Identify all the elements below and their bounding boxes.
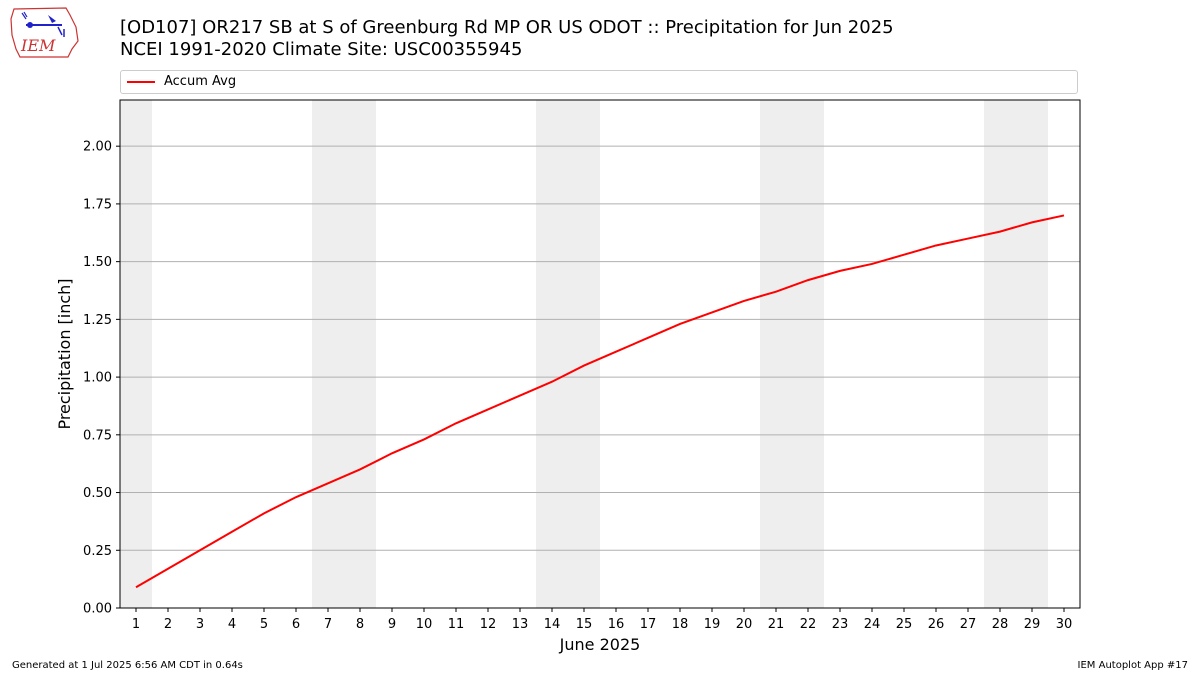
legend: Accum Avg (120, 70, 1078, 94)
app-id: IEM Autoplot App #17 (1077, 660, 1188, 671)
weekend-bands (120, 100, 1048, 608)
x-tick-label: 6 (292, 617, 300, 632)
y-tick-label: 0.00 (83, 602, 112, 617)
iem-logo-text: IEM (20, 36, 56, 55)
weekend-band (344, 100, 376, 608)
x-tick-label: 25 (896, 617, 913, 632)
x-tick-label: 17 (640, 617, 657, 632)
weekend-band (312, 100, 344, 608)
x-tick-label: 21 (768, 617, 785, 632)
x-axis-label: June 2025 (559, 635, 641, 654)
x-tick-label: 26 (928, 617, 945, 632)
x-tick-label: 10 (416, 617, 433, 632)
weekend-band (760, 100, 792, 608)
x-tick-label: 24 (864, 617, 881, 632)
chart-title-line2: NCEI 1991-2020 Climate Site: USC00355945 (120, 39, 523, 60)
x-tick-label: 28 (992, 617, 1009, 632)
chart-title-line1: [OD107] OR217 SB at S of Greenburg Rd MP… (120, 17, 894, 38)
x-tick-label: 22 (800, 617, 817, 632)
x-tick-label: 23 (832, 617, 849, 632)
x-tick-label: 19 (704, 617, 721, 632)
x-tick-label: 29 (1024, 617, 1041, 632)
grid-lines (120, 145, 1080, 609)
x-tick-label: 27 (960, 617, 977, 632)
y-axis: 0.00 0.25 0.50 0.75 1.00 1.25 1.50 1.75 2.00 (83, 140, 120, 617)
y-tick-label: 2.00 (83, 140, 112, 155)
x-axis: 1 2 3 4 5 6 7 8 9 10 11 12 13 14 15 16 17 18 19 20 21 22 23 24 2… (132, 608, 1072, 632)
x-tick-label: 30 (1056, 617, 1073, 632)
x-tick-label: 2 (164, 617, 172, 632)
x-tick-label: 15 (576, 617, 593, 632)
weekend-band (120, 100, 152, 608)
weekend-band (984, 100, 1016, 608)
legend-line-swatch (127, 81, 155, 83)
weekend-band (536, 100, 568, 608)
series-line-accum-avg (135, 214, 1065, 589)
legend-label: Accum Avg (164, 74, 237, 89)
x-tick-label: 1 (132, 617, 140, 632)
y-tick-label: 1.00 (83, 371, 112, 386)
x-tick-label: 18 (672, 617, 689, 632)
x-tick-label: 9 (388, 617, 396, 632)
x-tick-label: 4 (228, 617, 236, 632)
y-tick-label: 0.25 (83, 544, 112, 559)
x-tick-label: 5 (260, 617, 268, 632)
x-tick-label: 20 (736, 617, 753, 632)
y-tick-label: 1.75 (83, 197, 112, 212)
chart-title: [OD107] OR217 SB at S of Greenburg Rd MP… (120, 17, 894, 61)
x-tick-label: 3 (196, 617, 204, 632)
plot-frame (119, 99, 1081, 609)
x-tick-label: 12 (480, 617, 497, 632)
x-tick-label: 7 (324, 617, 332, 632)
y-tick-label: 1.50 (83, 255, 112, 270)
x-tick-label: 11 (448, 617, 465, 632)
weekend-band (792, 100, 824, 608)
weekend-band (568, 100, 600, 608)
y-tick-label: 0.75 (83, 428, 112, 443)
y-tick-label: 1.25 (83, 313, 112, 328)
x-tick-label: 16 (608, 617, 625, 632)
series-layer (135, 214, 1065, 589)
y-tick-label: 0.50 (83, 486, 112, 501)
weekend-band (1016, 100, 1048, 608)
y-axis-label: Precipitation [inch] (55, 278, 74, 429)
x-tick-label: 14 (544, 617, 561, 632)
x-tick-label: 8 (356, 617, 364, 632)
generated-timestamp: Generated at 1 Jul 2025 6:56 AM CDT in 0… (12, 660, 243, 671)
x-tick-label: 13 (512, 617, 529, 632)
iem-logo-icon: IEM (10, 7, 79, 58)
